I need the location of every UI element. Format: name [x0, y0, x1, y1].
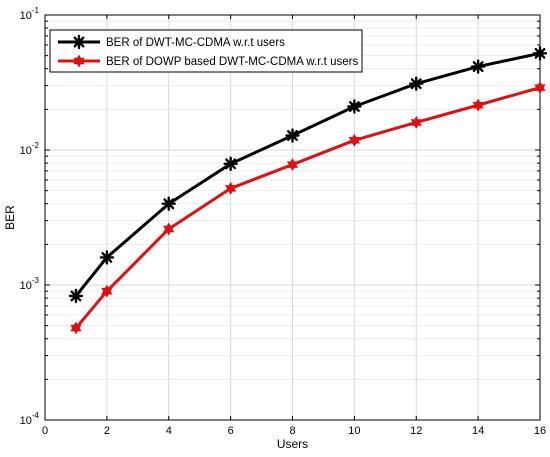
legend-entry-1: BER of DWT-MC-CDMA w.r.t users [58, 34, 285, 50]
x-tick-label: 6 [228, 425, 234, 437]
x-tick-label: 4 [166, 425, 172, 437]
x-tick-label: 12 [410, 425, 422, 437]
series [68, 46, 548, 335]
data-point [285, 128, 300, 143]
data-point [410, 115, 422, 129]
legend: BER of DWT-MC-CDMA w.r.t users BER of DOW… [49, 29, 363, 73]
y-tick-label: 10-4 [20, 411, 40, 427]
data-point [161, 196, 176, 211]
data-point [532, 46, 548, 61]
data-point [223, 156, 238, 172]
x-axis-label: Users [277, 437, 308, 451]
legend-marker [73, 54, 85, 68]
series-1 [68, 46, 548, 304]
data-point [472, 98, 484, 112]
x-tick-label: 14 [472, 425, 484, 437]
data-point [68, 288, 84, 304]
x-axis-ticks: 0 2 4 6 8 10 12 14 16 [42, 15, 546, 437]
series-line [74, 86, 541, 329]
data-point [409, 76, 424, 91]
data-point [286, 158, 299, 172]
series-2 [70, 81, 546, 335]
legend-label: BER of DWT-MC-CDMA w.r.t users [106, 37, 285, 49]
legend-label: BER of DOWP based DWT-MC-CDMA w.r.t user… [106, 56, 358, 68]
y-tick-label: 10-1 [20, 6, 40, 22]
x-tick-label: 10 [348, 425, 360, 437]
data-point [348, 133, 360, 147]
data-point [101, 284, 113, 298]
data-point [347, 99, 362, 114]
legend-box [49, 29, 363, 73]
data-point [70, 321, 82, 335]
y-axis-label: BER [3, 205, 17, 230]
x-tick-label: 2 [104, 425, 110, 437]
x-tick-label: 16 [534, 425, 546, 437]
data-point [534, 81, 546, 95]
y-axis-ticks: 10-4 10-3 10-2 10-1 [20, 6, 540, 427]
legend-marker [71, 34, 87, 50]
x-tick-label: 8 [289, 425, 295, 437]
legend-entry-2: BER of DOWP based DWT-MC-CDMA w.r.t user… [58, 54, 358, 68]
data-point [163, 222, 175, 236]
y-tick-label: 10-2 [20, 141, 40, 157]
grid [44, 14, 541, 421]
x-tick-label: 0 [42, 425, 48, 437]
series-line [74, 51, 541, 297]
y-tick-label: 10-3 [20, 276, 40, 292]
data-point [99, 250, 115, 265]
data-point [225, 181, 237, 195]
data-point [470, 59, 486, 74]
